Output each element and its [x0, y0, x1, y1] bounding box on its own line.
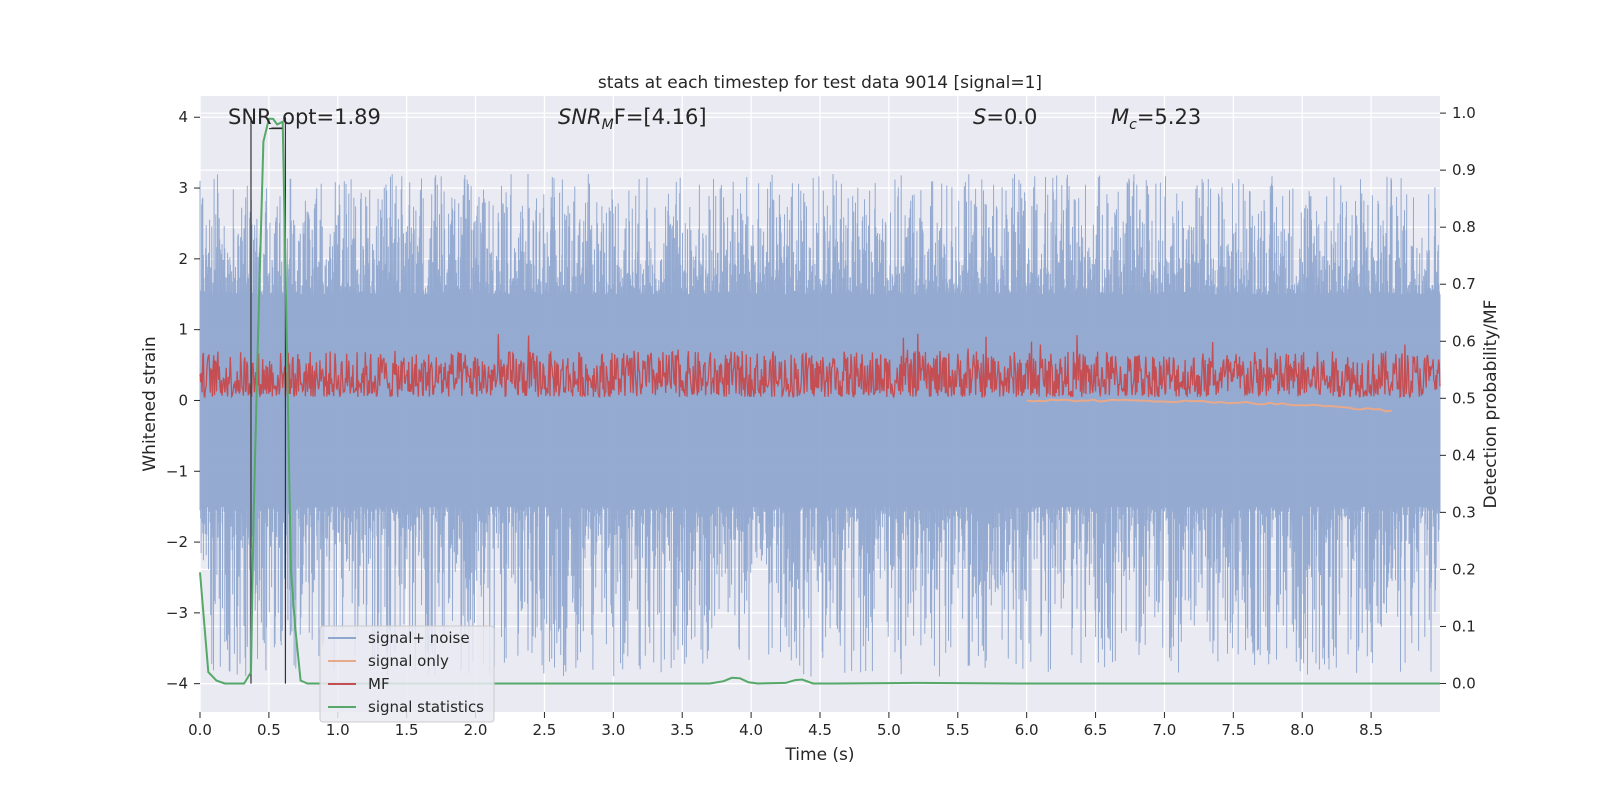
annotation-snr-mf: SNRMF=[4.16] — [558, 105, 707, 133]
y-right-tick-label: 1.0 — [1452, 104, 1476, 122]
y-left-tick-label: −3 — [166, 604, 188, 622]
series-mf — [199, 333, 1441, 399]
legend-label-signal-only: signal only — [368, 652, 449, 670]
x-tick-label: 3.5 — [670, 721, 694, 739]
y-axis-left-label: Whitened strain — [140, 336, 160, 471]
x-axis-label: Time (s) — [784, 745, 854, 765]
x-tick-label: 3.0 — [601, 721, 625, 739]
y-left-tick-label: 4 — [178, 108, 188, 126]
series-signal-only — [1026, 398, 1392, 413]
y-right-tick-label: 0.7 — [1452, 275, 1476, 293]
annotation-snr-opt: SNR_opt=1.89 — [228, 105, 381, 130]
y-left-tick-label: −4 — [166, 675, 188, 693]
x-tick-label: 2.5 — [533, 721, 557, 739]
series-signal-noise — [199, 173, 1441, 677]
legend-label-signal-noise: signal+ noise — [368, 629, 470, 647]
x-tick-label: 6.5 — [1084, 721, 1108, 739]
x-tick-label: 6.0 — [1015, 721, 1039, 739]
y-left-tick-label: 2 — [178, 250, 188, 268]
annotation-snr-mf-prefix: SNR — [558, 105, 602, 129]
y-left-tick-label: 1 — [178, 321, 188, 339]
annotation-mc-sub: c — [1129, 117, 1137, 133]
legend-label-signal-statistics: signal statistics — [368, 698, 484, 716]
x-tick-label: 2.0 — [464, 721, 488, 739]
legend: signal+ noise signal only MF signal stat… — [319, 625, 495, 723]
x-tick-label: 5.0 — [877, 721, 901, 739]
annotation-mc-suffix: =5.23 — [1137, 105, 1201, 129]
annotation-s-suffix: =0.0 — [986, 105, 1037, 129]
x-tick-label: 0.5 — [257, 721, 281, 739]
y-right-tick-label: 0.0 — [1452, 674, 1476, 692]
annotation-s: S=0.0 — [973, 105, 1037, 129]
x-tick-label: 8.0 — [1290, 721, 1314, 739]
y-right-tick-label: 0.2 — [1452, 560, 1476, 578]
annotation-snr-mf-suffix: F=[4.16] — [614, 105, 707, 129]
x-tick-label: 4.0 — [739, 721, 763, 739]
x-tick-label: 1.0 — [326, 721, 350, 739]
y-right-tick-label: 0.6 — [1452, 332, 1476, 350]
annotation-s-prefix: S — [973, 105, 986, 129]
legend-label-mf: MF — [368, 675, 390, 693]
y-left-tick-label: −2 — [166, 533, 188, 551]
legend-box — [319, 625, 495, 723]
y-right-tick-label: 0.3 — [1452, 503, 1476, 521]
y-right-tick-label: 0.1 — [1452, 617, 1476, 635]
y-right-tick-label: 0.9 — [1452, 161, 1476, 179]
y-right-tick-label: 0.8 — [1452, 218, 1476, 236]
series-layer — [199, 117, 1441, 685]
x-tick-label: 7.0 — [1153, 721, 1177, 739]
annotation-mc: Mc=5.23 — [1111, 105, 1201, 133]
x-tick-label: 4.5 — [808, 721, 832, 739]
x-tick-label: 8.5 — [1359, 721, 1383, 739]
series-signal-statistics — [199, 117, 1440, 685]
annotation-snr-mf-sub: M — [602, 117, 614, 133]
y-right-tick-label: 0.4 — [1452, 446, 1476, 464]
x-tick-label: 0.0 — [188, 721, 212, 739]
x-tick-label: 1.5 — [395, 721, 419, 739]
x-tick-label: 7.5 — [1221, 721, 1245, 739]
y-left-tick-label: −1 — [166, 462, 188, 480]
ticks: 0.0 0.5 1.0 1.5 2.0 2.5 3.0 3.5 4.0 4.5 5.0 5.5 6.0 6… — [166, 104, 1476, 739]
annotation-mc-prefix: M — [1111, 105, 1129, 129]
chart-title: stats at each timestep for test data 901… — [598, 73, 1042, 93]
y-left-tick-label: 0 — [178, 391, 188, 409]
x-tick-label: 5.5 — [946, 721, 970, 739]
y-axis-right-label: Detection probability/MF — [1481, 300, 1501, 509]
y-right-tick-label: 0.5 — [1452, 389, 1476, 407]
y-left-tick-label: 3 — [178, 179, 188, 197]
